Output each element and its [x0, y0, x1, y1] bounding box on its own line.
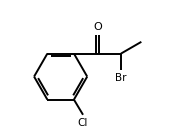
Text: Cl: Cl: [78, 117, 88, 128]
Text: Br: Br: [115, 73, 127, 83]
Text: O: O: [93, 22, 102, 32]
